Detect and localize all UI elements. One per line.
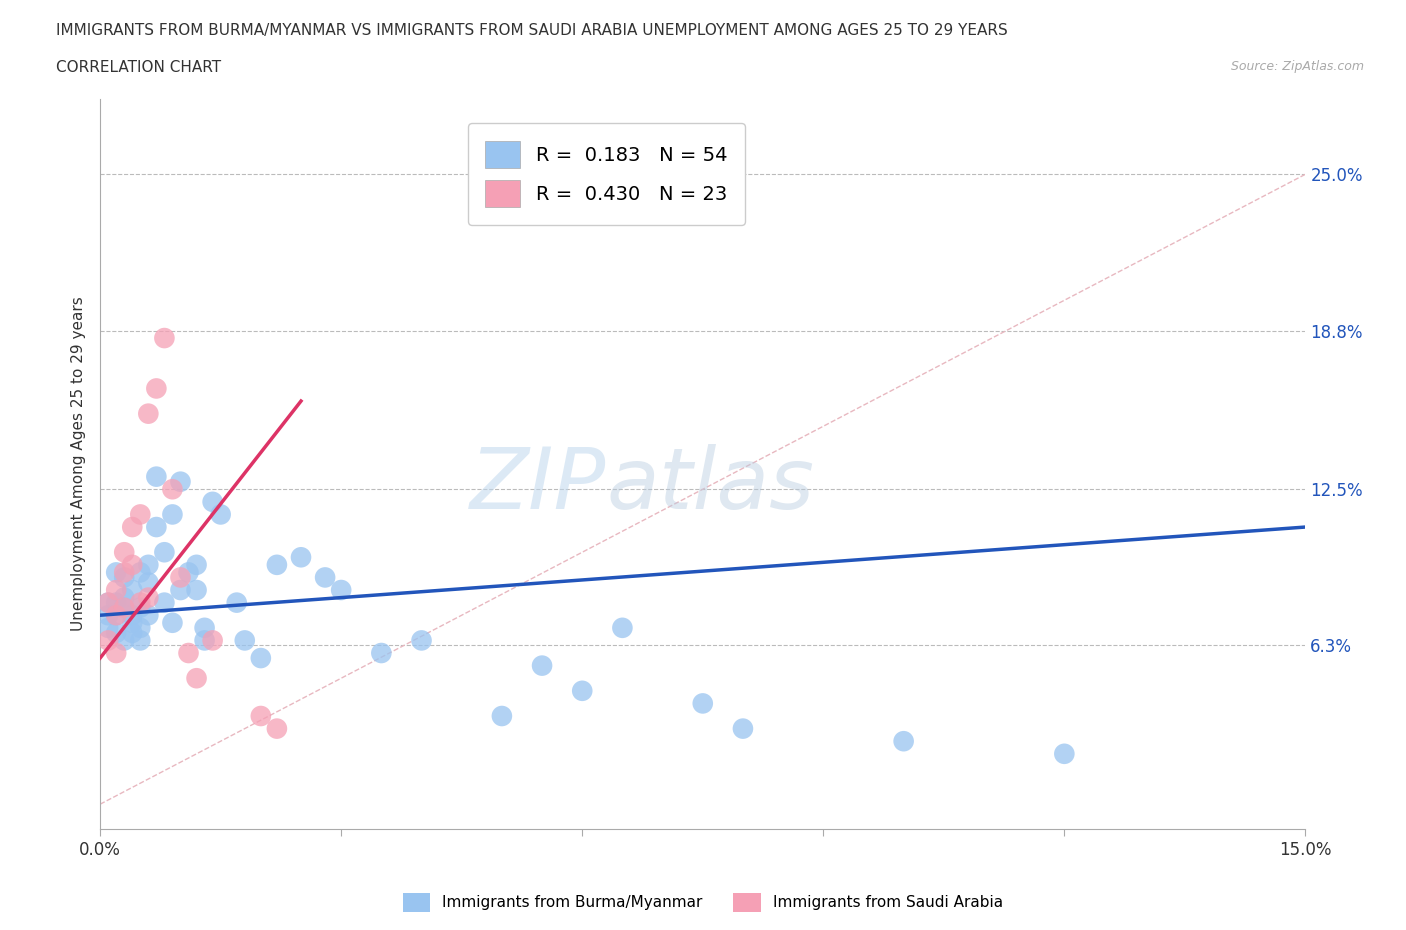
Point — [250, 651, 273, 666]
Point — [112, 545, 135, 560]
Point — [112, 565, 135, 579]
Point — [233, 633, 256, 648]
Point — [731, 721, 754, 736]
Point — [112, 633, 135, 648]
Point — [370, 645, 392, 660]
Point — [112, 570, 135, 585]
Point — [153, 545, 176, 560]
Point — [138, 608, 160, 623]
Point — [169, 582, 191, 597]
Point — [121, 582, 143, 597]
Point — [129, 565, 152, 579]
Point — [169, 570, 191, 585]
Point — [153, 331, 176, 346]
Point — [121, 616, 143, 631]
Point — [314, 570, 336, 585]
Point — [201, 633, 224, 648]
Point — [105, 595, 128, 610]
Point — [162, 616, 184, 631]
Point — [225, 595, 247, 610]
Text: IMMIGRANTS FROM BURMA/MYANMAR VS IMMIGRANTS FROM SAUDI ARABIA UNEMPLOYMENT AMONG: IMMIGRANTS FROM BURMA/MYANMAR VS IMMIGRA… — [56, 23, 1008, 38]
Text: atlas: atlas — [606, 445, 814, 527]
Point — [266, 721, 288, 736]
Text: CORRELATION CHART: CORRELATION CHART — [56, 60, 221, 75]
Point — [209, 507, 232, 522]
Point — [692, 696, 714, 711]
Point — [112, 600, 135, 615]
Point — [105, 608, 128, 623]
Point — [129, 633, 152, 648]
Point — [97, 633, 120, 648]
Point — [121, 557, 143, 572]
Point — [531, 658, 554, 673]
Point — [194, 620, 217, 635]
Point — [186, 671, 208, 685]
Point — [1053, 747, 1076, 762]
Point — [162, 482, 184, 497]
Point — [194, 633, 217, 648]
Point — [105, 582, 128, 597]
Point — [97, 595, 120, 610]
Point — [266, 557, 288, 572]
Point — [97, 620, 120, 635]
Point — [138, 557, 160, 572]
Point — [129, 507, 152, 522]
Point — [491, 709, 513, 724]
Point — [571, 684, 593, 698]
Point — [145, 470, 167, 485]
Point — [330, 582, 353, 597]
Point — [105, 625, 128, 640]
Point — [162, 507, 184, 522]
Text: Source: ZipAtlas.com: Source: ZipAtlas.com — [1230, 60, 1364, 73]
Point — [177, 645, 200, 660]
Point — [250, 709, 273, 724]
Point — [169, 474, 191, 489]
Point — [177, 565, 200, 579]
Point — [105, 645, 128, 660]
Point — [138, 591, 160, 605]
Point — [411, 633, 433, 648]
Point — [612, 620, 634, 635]
Y-axis label: Unemployment Among Ages 25 to 29 years: Unemployment Among Ages 25 to 29 years — [72, 297, 86, 631]
Point — [145, 381, 167, 396]
Point — [112, 591, 135, 605]
Point — [290, 550, 312, 565]
Point — [893, 734, 915, 749]
Point — [105, 608, 128, 623]
Point — [129, 620, 152, 635]
Point — [138, 575, 160, 590]
Point — [129, 600, 152, 615]
Point — [138, 406, 160, 421]
Legend: R =  0.183   N = 54, R =  0.430   N = 23: R = 0.183 N = 54, R = 0.430 N = 23 — [468, 123, 745, 225]
Point — [105, 565, 128, 579]
Point — [121, 625, 143, 640]
Point — [121, 608, 143, 623]
Point — [186, 582, 208, 597]
Point — [129, 595, 152, 610]
Point — [153, 595, 176, 610]
Text: ZIP: ZIP — [470, 445, 606, 527]
Legend: Immigrants from Burma/Myanmar, Immigrants from Saudi Arabia: Immigrants from Burma/Myanmar, Immigrant… — [396, 887, 1010, 918]
Point — [121, 520, 143, 535]
Point — [186, 557, 208, 572]
Point — [112, 600, 135, 615]
Point — [145, 520, 167, 535]
Point — [201, 495, 224, 510]
Point — [97, 595, 120, 610]
Point — [97, 608, 120, 623]
